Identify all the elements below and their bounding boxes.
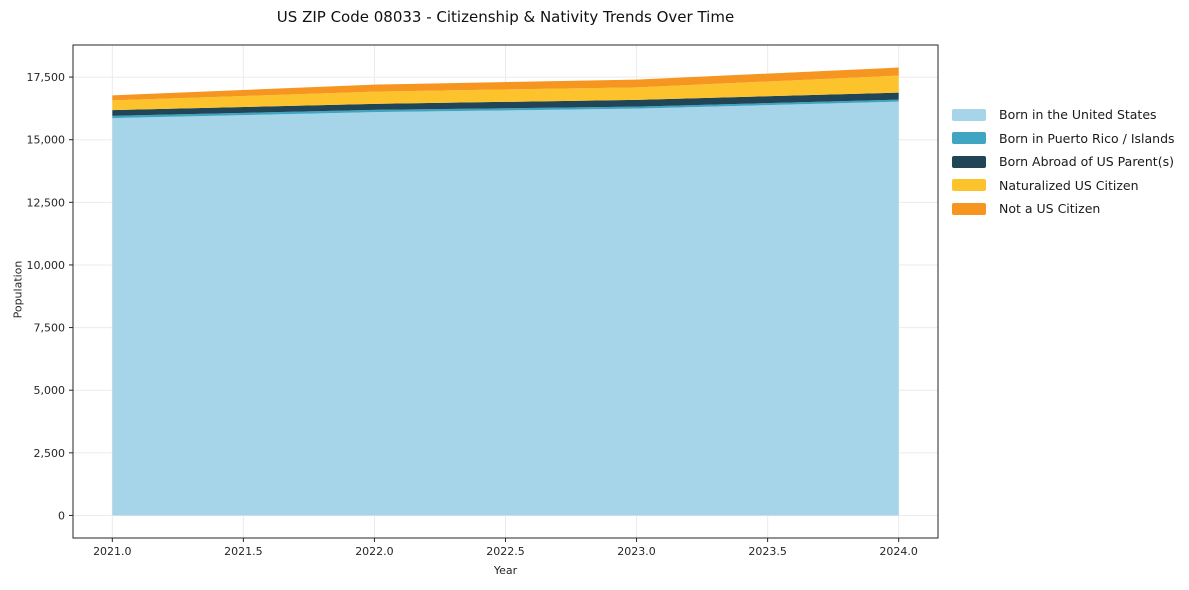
- area-born-in-the-united-states: [112, 101, 899, 516]
- x-tick-label: 2023.5: [748, 545, 787, 558]
- chart-title: US ZIP Code 08033 - Citizenship & Nativi…: [276, 8, 735, 26]
- y-tick-label: 12,500: [27, 196, 66, 209]
- area-born-abroad-of-us-parent-s: [112, 92, 899, 116]
- legend-item: Born in the United States: [952, 107, 1175, 122]
- y-tick-label: 5,000: [34, 384, 66, 397]
- x-axis-label: Year: [493, 564, 518, 577]
- x-tick-label: 2024.0: [879, 545, 918, 558]
- area-naturalized-us-citizen: [112, 75, 899, 111]
- legend-item: Born Abroad of US Parent(s): [952, 154, 1175, 169]
- y-tick-label: 15,000: [27, 134, 66, 147]
- legend-label: Born in Puerto Rico / Islands: [999, 130, 1175, 146]
- y-axis-label: Population: [11, 260, 25, 319]
- area-not-a-us-citizen: [112, 67, 899, 101]
- legend-label: Naturalized US Citizen: [999, 177, 1139, 193]
- y-tick-label: 17,500: [27, 71, 66, 84]
- legend: Born in the United States Born in Puerto…: [952, 107, 1175, 216]
- legend-swatch-not-a-us-citizen: [952, 202, 986, 215]
- legend-label: Not a US Citizen: [999, 201, 1101, 216]
- x-tick-label: 2023.0: [617, 545, 656, 558]
- x-tick-label: 2021.0: [93, 545, 132, 558]
- y-tick-label: 0: [58, 509, 65, 522]
- y-tick-label: 10,000: [27, 259, 66, 272]
- x-tick-label: 2022.5: [486, 545, 525, 558]
- legend-swatch-naturalized-us-citizen: [952, 179, 986, 191]
- legend-swatch-born-abroad-of-us-parent-s: [952, 155, 986, 168]
- legend-item: Born in Puerto Rico / Islands: [952, 130, 1175, 146]
- area-born-in-puerto-rico-islands: [112, 99, 899, 119]
- legend-swatch-born-in-puerto-rico-islands: [952, 132, 986, 144]
- x-tick-label: 2022.0: [355, 545, 394, 558]
- legend-label: Born Abroad of US Parent(s): [999, 154, 1174, 169]
- y-tick-label: 2,500: [34, 447, 66, 460]
- y-tick-label: 7,500: [34, 322, 66, 335]
- legend-label: Born in the United States: [999, 107, 1157, 122]
- legend-swatch-born-in-the-united-states: [952, 108, 986, 121]
- legend-item: Naturalized US Citizen: [952, 177, 1175, 193]
- legend-item: Not a US Citizen: [952, 201, 1175, 216]
- x-tick-label: 2021.5: [224, 545, 263, 558]
